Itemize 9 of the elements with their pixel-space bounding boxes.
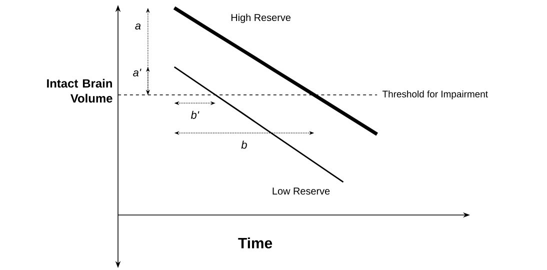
x-axis-title: Time <box>238 237 272 248</box>
text: a <box>135 24 141 30</box>
annotation: b <box>241 140 247 149</box>
text: a' <box>133 68 142 76</box>
y-axis-title: Intact Brain Volume <box>47 78 112 103</box>
annotation: b' <box>190 110 200 119</box>
ref-line-label: Threshold for Impairment <box>382 90 488 100</box>
series-label: Low Reserve <box>272 188 330 195</box>
series-label: High Reserve <box>231 14 291 24</box>
